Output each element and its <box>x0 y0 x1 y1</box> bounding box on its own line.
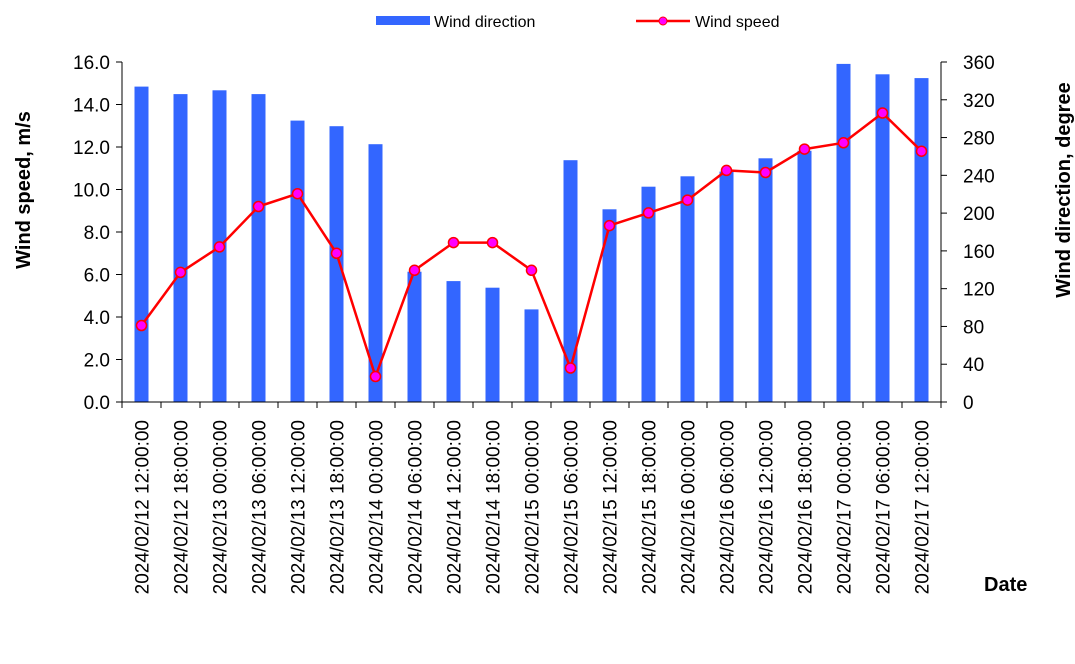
x-axis-tick-label: 2024/02/12 12:00:00 <box>133 420 154 594</box>
wind-speed-point <box>330 247 343 260</box>
wind-speed-point <box>291 187 304 200</box>
wind-speed-point <box>720 164 733 177</box>
wind-speed-point <box>447 236 460 249</box>
wind-speed-line <box>135 107 928 383</box>
x-axis-tick-label: 2024/02/14 00:00:00 <box>367 420 388 594</box>
left-axis-tick-label: 14.0 <box>73 96 110 117</box>
wind-speed-point <box>759 166 772 179</box>
right-axis-tick-labels: 0 40 80 120 160 200 240 280 320 360 <box>963 53 995 414</box>
wind-speed-point <box>486 236 499 249</box>
wind-direction-bar <box>719 171 734 402</box>
wind-direction-bar <box>407 271 422 402</box>
left-axis-title: Wind speed, m/s <box>13 111 35 269</box>
wind-speed-point <box>525 264 538 277</box>
x-axis-tick-labels: 2024/02/12 12:00:00 2024/02/12 18:00:00 20… <box>133 420 934 594</box>
x-axis-tick-label: 2024/02/14 18:00:00 <box>484 420 505 594</box>
axes <box>116 61 947 408</box>
wind-direction-bar <box>134 86 149 402</box>
x-axis-tick-label: 2024/02/17 12:00:00 <box>913 420 934 594</box>
right-axis-tick-label: 200 <box>963 204 995 225</box>
wind-speed-point <box>681 194 694 206</box>
x-axis-tick-label: 2024/02/15 18:00:00 <box>640 420 661 594</box>
x-axis-tick-label: 2024/02/12 18:00:00 <box>172 420 193 594</box>
right-axis-tick-label: 40 <box>963 355 984 376</box>
x-axis-tick-label: 2024/02/15 12:00:00 <box>601 420 622 594</box>
x-axis-tick-label: 2024/02/17 00:00:00 <box>835 420 856 594</box>
right-axis-tick-label: 80 <box>963 317 984 338</box>
wind-direction-bars <box>134 63 929 403</box>
wind-direction-bar <box>602 209 617 402</box>
left-axis-tick-label: 10.0 <box>73 181 110 202</box>
x-axis-tick-label: 2024/02/14 12:00:00 <box>445 420 466 594</box>
wind-direction-bar <box>875 74 890 403</box>
right-axis-tick-label: 240 <box>963 166 995 187</box>
x-axis-tick-label: 2024/02/13 12:00:00 <box>289 420 310 594</box>
x-axis-tick-label: 2024/02/16 12:00:00 <box>757 420 778 594</box>
legend-swatch-wind-speed-marker <box>658 16 668 26</box>
right-axis-tick-label: 280 <box>963 129 995 150</box>
left-axis-tick-label: 0.0 <box>84 393 110 414</box>
wind-speed-point <box>252 200 265 213</box>
wind-speed-point <box>876 107 889 119</box>
x-axis-tick-label: 2024/02/15 00:00:00 <box>523 420 544 594</box>
x-axis-title: Date <box>984 574 1027 596</box>
x-axis-tick-label: 2024/02/15 06:00:00 <box>562 420 583 594</box>
wind-direction-bar <box>251 94 266 402</box>
left-axis-tick-label: 6.0 <box>84 266 110 287</box>
wind-speed-point <box>408 264 421 277</box>
x-axis-tick-label: 2024/02/17 06:00:00 <box>874 420 895 594</box>
wind-speed-point <box>135 319 148 332</box>
x-axis-tick-label: 2024/02/13 00:00:00 <box>211 420 232 594</box>
wind-direction-bar <box>446 281 461 402</box>
wind-direction-bar <box>485 287 500 402</box>
right-axis-tick-label: 120 <box>963 280 995 301</box>
wind-direction-bar <box>290 120 305 402</box>
wind-speed-point <box>915 145 928 157</box>
right-axis-tick-label: 160 <box>963 242 995 263</box>
wind-speed-point <box>369 370 382 383</box>
wind-speed-point <box>174 266 187 279</box>
wind-speed-point <box>564 362 577 374</box>
wind-speed-point <box>603 219 616 232</box>
legend-swatch-wind-direction <box>376 16 430 25</box>
legend-label-wind-direction: Wind direction <box>434 14 535 31</box>
right-axis-tick-label: 0 <box>963 393 974 414</box>
x-axis-tick-label: 2024/02/16 18:00:00 <box>796 420 817 594</box>
wind-direction-bar <box>836 63 851 403</box>
left-axis-tick-label: 2.0 <box>84 351 110 372</box>
wind-direction-bar <box>797 150 812 402</box>
right-axis-title: Wind direction, degree <box>1053 82 1075 297</box>
wind-direction-bar <box>641 186 656 402</box>
wind-speed-point <box>642 207 655 219</box>
left-axis-tick-label: 12.0 <box>73 138 110 159</box>
left-axis-tick-labels: 0.0 2.0 4.0 6.0 8.0 10.0 12.0 14.0 16.0 <box>73 53 110 414</box>
wind-direction-bar <box>680 176 695 402</box>
left-axis-tick-label: 4.0 <box>84 308 110 329</box>
x-axis-tick-label: 2024/02/13 18:00:00 <box>328 420 349 594</box>
wind-direction-bar <box>329 126 344 402</box>
x-axis-tick-label: 2024/02/14 06:00:00 <box>406 420 427 594</box>
right-axis-tick-label: 320 <box>963 91 995 112</box>
left-axis-tick-label: 16.0 <box>73 53 110 74</box>
wind-speed-point <box>798 143 811 155</box>
left-axis-tick-label: 8.0 <box>84 223 110 244</box>
wind-direction-bar <box>914 78 929 402</box>
x-axis-tick-label: 2024/02/13 06:00:00 <box>250 420 271 594</box>
x-axis-tick-label: 2024/02/16 06:00:00 <box>718 420 739 594</box>
x-axis-tick-label: 2024/02/16 00:00:00 <box>679 420 700 594</box>
wind-speed-point <box>837 137 850 149</box>
wind-direction-bar <box>368 144 383 402</box>
wind-speed-point <box>213 241 226 253</box>
legend-label-wind-speed: Wind speed <box>695 14 780 31</box>
legend: Wind direction Wind speed <box>376 14 780 31</box>
wind-direction-bar <box>563 160 578 402</box>
right-axis-tick-label: 360 <box>963 53 995 74</box>
wind-direction-bar <box>758 158 773 402</box>
wind-direction-bar <box>173 94 188 402</box>
wind-direction-bar <box>524 309 539 402</box>
